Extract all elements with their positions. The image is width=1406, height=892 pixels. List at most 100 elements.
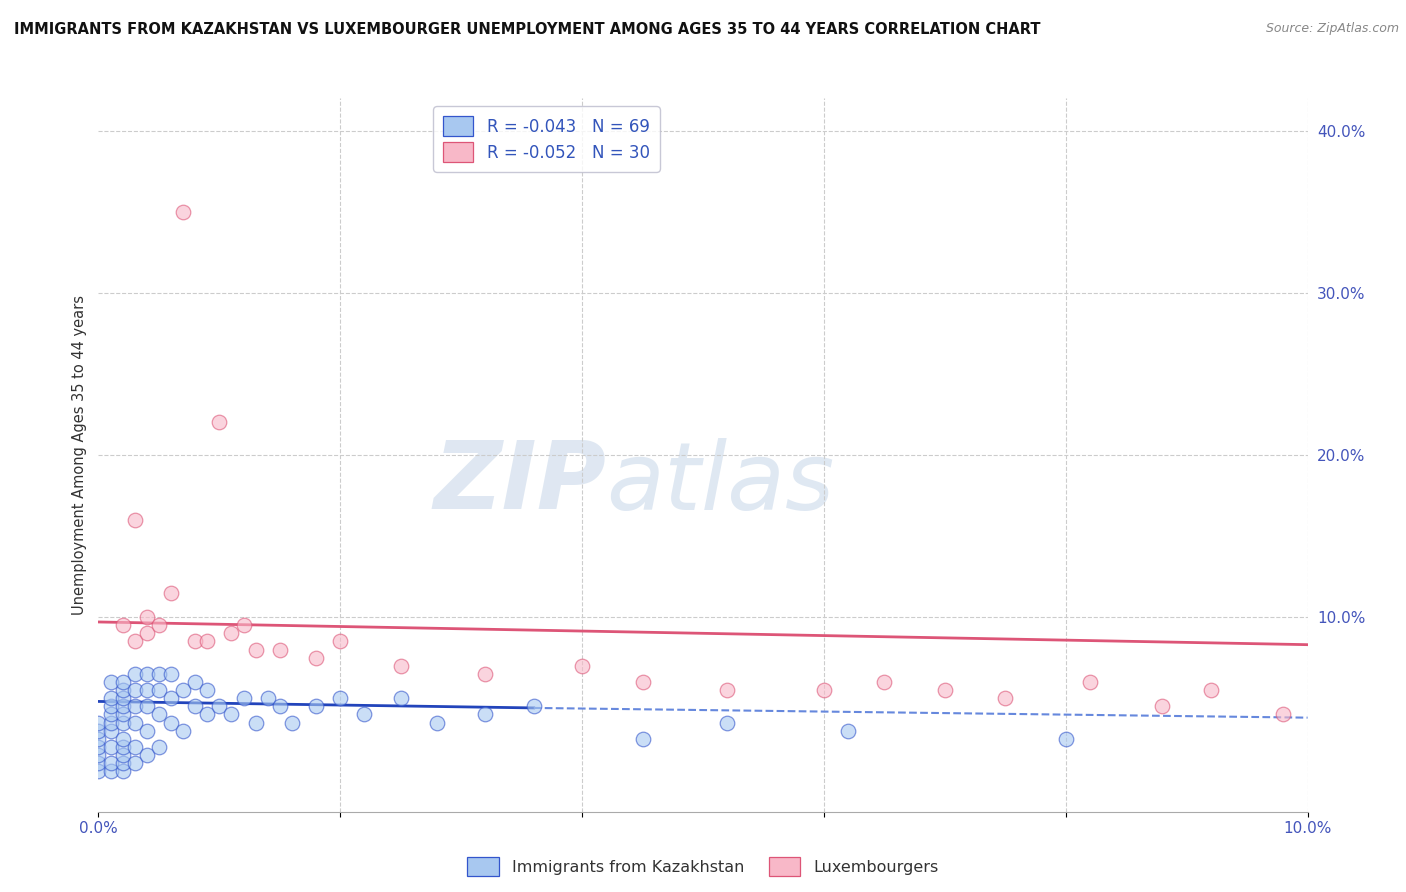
- Point: [934, 683, 956, 698]
- Legend: R = -0.043   N = 69, R = -0.052   N = 30: R = -0.043 N = 69, R = -0.052 N = 30: [433, 106, 659, 171]
- Point: [148, 666, 170, 681]
- Point: [124, 699, 146, 714]
- Point: [111, 764, 134, 779]
- Y-axis label: Unemployment Among Ages 35 to 44 years: Unemployment Among Ages 35 to 44 years: [72, 295, 87, 615]
- Point: [245, 642, 267, 657]
- Point: [135, 683, 157, 698]
- Text: IMMIGRANTS FROM KAZAKHSTAN VS LUXEMBOURGER UNEMPLOYMENT AMONG AGES 35 TO 44 YEAR: IMMIGRANTS FROM KAZAKHSTAN VS LUXEMBOURG…: [14, 22, 1040, 37]
- Point: [245, 715, 267, 730]
- Point: [148, 707, 170, 722]
- Point: [111, 747, 134, 762]
- Point: [87, 747, 110, 762]
- Point: [87, 723, 110, 738]
- Point: [631, 675, 654, 690]
- Point: [100, 699, 122, 714]
- Point: [124, 666, 146, 681]
- Point: [195, 634, 218, 648]
- Point: [221, 626, 243, 640]
- Point: [353, 707, 375, 722]
- Point: [124, 715, 146, 730]
- Point: [100, 715, 122, 730]
- Point: [232, 691, 254, 706]
- Point: [813, 683, 835, 698]
- Point: [994, 691, 1017, 706]
- Point: [305, 699, 328, 714]
- Point: [111, 699, 134, 714]
- Point: [873, 675, 896, 690]
- Point: [184, 675, 207, 690]
- Point: [208, 699, 231, 714]
- Point: [1078, 675, 1101, 690]
- Point: [281, 715, 304, 730]
- Point: [329, 691, 352, 706]
- Point: [1199, 683, 1222, 698]
- Point: [256, 691, 278, 706]
- Point: [195, 683, 218, 698]
- Point: [1272, 707, 1295, 722]
- Point: [111, 683, 134, 698]
- Point: [87, 764, 110, 779]
- Point: [124, 634, 146, 648]
- Point: [135, 699, 157, 714]
- Point: [474, 707, 496, 722]
- Point: [184, 634, 207, 648]
- Point: [1152, 699, 1174, 714]
- Point: [124, 683, 146, 698]
- Point: [111, 675, 134, 690]
- Point: [100, 691, 122, 706]
- Point: [135, 723, 157, 738]
- Point: [100, 723, 122, 738]
- Point: [124, 739, 146, 754]
- Point: [160, 586, 183, 600]
- Point: [571, 658, 593, 673]
- Point: [111, 691, 134, 706]
- Point: [172, 683, 194, 698]
- Point: [111, 707, 134, 722]
- Point: [1054, 731, 1077, 746]
- Point: [148, 739, 170, 754]
- Point: [111, 715, 134, 730]
- Point: [148, 683, 170, 698]
- Point: [160, 715, 183, 730]
- Point: [100, 675, 122, 690]
- Point: [195, 707, 218, 722]
- Point: [111, 756, 134, 770]
- Point: [208, 416, 231, 430]
- Point: [269, 699, 291, 714]
- Point: [135, 610, 157, 624]
- Point: [160, 666, 183, 681]
- Point: [111, 731, 134, 746]
- Text: ZIP: ZIP: [433, 437, 606, 530]
- Point: [87, 756, 110, 770]
- Point: [329, 634, 352, 648]
- Point: [523, 699, 546, 714]
- Point: [184, 699, 207, 714]
- Point: [135, 626, 157, 640]
- Text: Source: ZipAtlas.com: Source: ZipAtlas.com: [1265, 22, 1399, 36]
- Point: [474, 666, 496, 681]
- Point: [837, 723, 859, 738]
- Point: [100, 764, 122, 779]
- Point: [87, 715, 110, 730]
- Point: [172, 204, 194, 219]
- Point: [716, 683, 738, 698]
- Point: [716, 715, 738, 730]
- Point: [124, 756, 146, 770]
- Point: [426, 715, 449, 730]
- Point: [148, 618, 170, 632]
- Text: atlas: atlas: [606, 438, 835, 529]
- Point: [269, 642, 291, 657]
- Point: [87, 731, 110, 746]
- Point: [100, 756, 122, 770]
- Point: [87, 739, 110, 754]
- Point: [172, 723, 194, 738]
- Point: [100, 707, 122, 722]
- Point: [232, 618, 254, 632]
- Point: [135, 666, 157, 681]
- Point: [389, 691, 412, 706]
- Point: [135, 747, 157, 762]
- Point: [631, 731, 654, 746]
- Point: [100, 739, 122, 754]
- Point: [305, 650, 328, 665]
- Point: [111, 618, 134, 632]
